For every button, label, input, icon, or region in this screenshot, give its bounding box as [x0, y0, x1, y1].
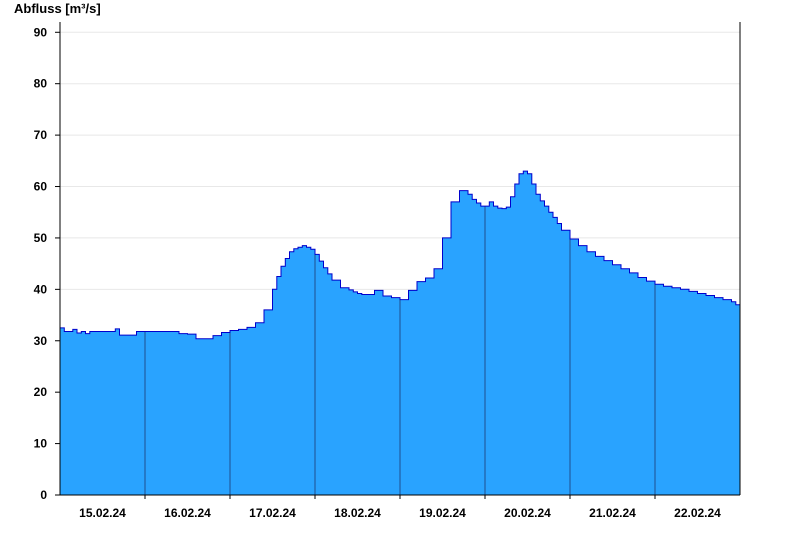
y-axis-label: Abfluss [m³/s] — [14, 1, 101, 16]
x-tick-label: 17.02.24 — [249, 506, 296, 520]
discharge-line — [60, 170, 741, 340]
x-tick-label: 22.02.24 — [674, 506, 721, 520]
y-tick-label: 30 — [34, 334, 48, 348]
y-tick-label: 20 — [34, 385, 48, 399]
y-tick-label: 60 — [34, 180, 48, 194]
x-tick-label: 20.02.24 — [504, 506, 551, 520]
x-tick-label: 21.02.24 — [589, 506, 636, 520]
day-dividers — [144, 206, 656, 495]
x-ticks: 15.02.24 16.02.24 17.02.24 18.02.24 19.02.24… — [79, 495, 721, 520]
x-tick-label: 16.02.24 — [164, 506, 211, 520]
y-tick-label: 0 — [40, 488, 47, 502]
y-tick-label: 70 — [34, 128, 48, 142]
x-tick-label: 15.02.24 — [79, 506, 126, 520]
y-tick-label: 50 — [34, 231, 48, 245]
y-tick-label: 10 — [34, 437, 48, 451]
y-tick-label: 80 — [34, 77, 48, 91]
x-tick-label: 19.02.24 — [419, 506, 466, 520]
y-tick-label: 40 — [34, 282, 48, 296]
y-ticks: 0 10 20 30 40 50 60 70 80 90 — [34, 25, 60, 502]
y-tick-label: 90 — [34, 25, 48, 39]
x-tick-label: 18.02.24 — [334, 506, 381, 520]
